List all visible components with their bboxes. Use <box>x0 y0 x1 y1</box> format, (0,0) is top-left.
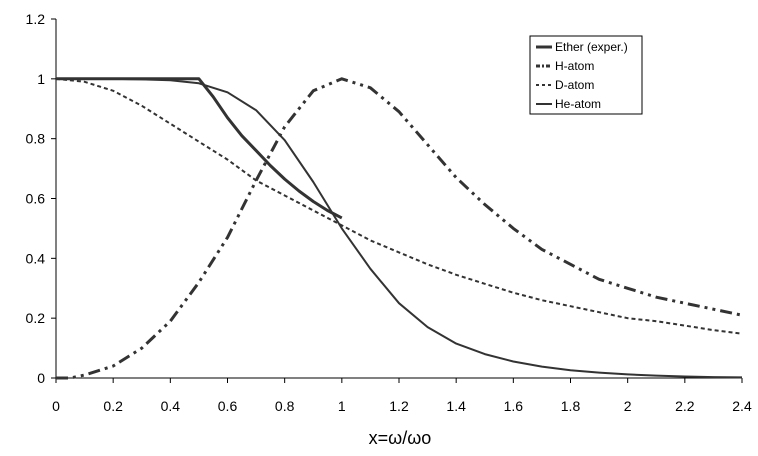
x-axis-title: x=ω/ωo <box>369 428 432 448</box>
y-tick-label: 0.4 <box>26 250 46 266</box>
x-tick-label: 0.8 <box>275 398 295 414</box>
legend-label: Ether (exper.) <box>555 40 628 54</box>
legend-label: D-atom <box>555 78 594 92</box>
x-tick-label: 0.6 <box>218 398 238 414</box>
legend-label: He-atom <box>555 97 601 111</box>
y-tick-label: 0 <box>37 370 45 386</box>
x-tick-label: 0 <box>52 398 60 414</box>
legend-box <box>529 35 643 115</box>
series-layer <box>55 77 743 380</box>
y-tick-label: 1.2 <box>26 11 46 27</box>
axes: 0 0.2 0.4 0.6 0.8 1 1.2 0 0.2 0.4 0.6 0.8 1 1.2 1.4 1.6… <box>26 11 752 414</box>
x-tick-label: 0.2 <box>103 398 123 414</box>
y-tick-label: 0.2 <box>26 310 46 326</box>
y-tick-label: 1 <box>37 71 45 87</box>
x-tick-label: 1.8 <box>561 398 581 414</box>
series-line-1 <box>56 77 343 220</box>
y-tick-label: 0.6 <box>26 191 46 207</box>
x-tick-label: 0.4 <box>161 398 181 414</box>
x-tick-label: 1.4 <box>446 398 466 414</box>
legend-label: H-atom <box>555 59 594 73</box>
series-line-2 <box>56 77 743 380</box>
x-tick-label: 1.2 <box>389 398 409 414</box>
legend: Ether (exper.) H-atom D-atom He-atom <box>529 35 643 115</box>
series-line-3 <box>55 77 743 335</box>
x-tick-label: 2.4 <box>732 398 752 414</box>
series-line-4 <box>56 77 743 379</box>
x-tick-label: 2 <box>624 398 632 414</box>
x-tick-label: 2.2 <box>675 398 695 414</box>
y-tick-label: 0.8 <box>26 131 46 147</box>
x-tick-label: 1 <box>338 398 346 414</box>
x-tick-label: 1.6 <box>504 398 524 414</box>
